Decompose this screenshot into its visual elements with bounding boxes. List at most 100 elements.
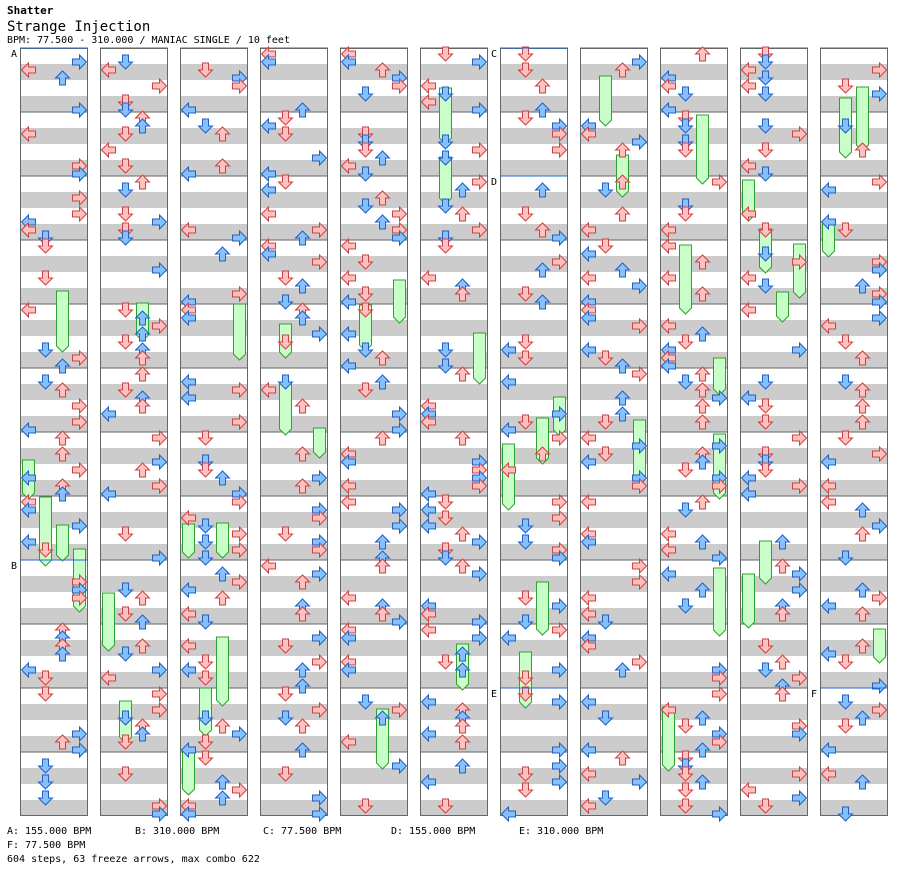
- beat-stripe: [20, 432, 88, 448]
- step-arrow-up: [294, 230, 311, 246]
- step-arrow-down: [597, 414, 614, 430]
- beat-stripe: [820, 64, 888, 80]
- beat-stripe: [580, 240, 648, 256]
- beat-stripe: [660, 80, 728, 96]
- step-arrow-up: [374, 214, 391, 230]
- chart-column: [500, 46, 568, 823]
- beat-stripe: [500, 448, 568, 464]
- beat-stripe: [20, 256, 88, 272]
- beat-stripe: [580, 512, 648, 528]
- step-arrow-up: [294, 446, 311, 462]
- step-arrow-right: [872, 517, 888, 535]
- beat-stripe: [500, 80, 568, 96]
- step-arrow-down: [37, 542, 54, 558]
- step-arrow-down: [597, 790, 614, 806]
- step-arrow-down: [437, 198, 454, 214]
- beat-stripe: [180, 688, 248, 704]
- beat-stripe: [20, 64, 88, 80]
- beat-stripe: [340, 432, 408, 448]
- step-arrow-right: [872, 445, 888, 463]
- beat-stripe: [340, 384, 408, 400]
- beat-stripe: [340, 656, 408, 672]
- step-arrow-up: [774, 606, 791, 622]
- beat-stripe: [660, 352, 728, 368]
- step-arrow-down: [357, 302, 374, 318]
- beat-stripe: [20, 592, 88, 608]
- step-arrow-right: [72, 589, 88, 607]
- beat-stripe: [420, 336, 488, 352]
- step-arrow-up: [854, 582, 871, 598]
- step-arrow-down: [277, 766, 294, 782]
- beat-stripe: [340, 576, 408, 592]
- beat-stripe: [100, 128, 168, 144]
- step-arrow-right: [552, 429, 568, 447]
- beat-stripe: [100, 640, 168, 656]
- step-arrow-right: [72, 725, 88, 743]
- beat-stripe: [580, 176, 648, 192]
- step-arrow-right: [312, 253, 328, 271]
- beat-stripe: [660, 336, 728, 352]
- step-arrow-right: [152, 77, 168, 95]
- beat-stripe: [260, 352, 328, 368]
- beat-stripe: [100, 192, 168, 208]
- step-arrow-up: [694, 254, 711, 270]
- beat-stripe: [180, 448, 248, 464]
- step-arrow-left: [180, 389, 196, 407]
- step-arrow-left: [20, 661, 36, 679]
- beat-stripe: [740, 528, 808, 544]
- step-arrow-down: [117, 126, 134, 142]
- step-arrow-right: [872, 701, 888, 719]
- beat-stripe: [660, 176, 728, 192]
- section-marker-c: C: [491, 49, 497, 60]
- beat-stripe: [500, 320, 568, 336]
- step-arrow-right: [312, 469, 328, 487]
- step-arrow-down: [517, 206, 534, 222]
- step-arrow-down: [437, 550, 454, 566]
- step-arrow-down: [757, 86, 774, 102]
- step-arrow-up: [614, 406, 631, 422]
- step-arrow-right: [632, 365, 648, 383]
- beat-stripe: [260, 560, 328, 576]
- step-arrow-down: [677, 118, 694, 134]
- step-arrow-up: [694, 534, 711, 550]
- freeze-arrow: [759, 540, 772, 585]
- beat-stripe: [20, 464, 88, 480]
- step-arrow-up: [694, 494, 711, 510]
- beat-stripe: [740, 720, 808, 736]
- step-arrow-right: [312, 565, 328, 583]
- beat-stripe: [180, 64, 248, 80]
- step-arrow-down: [437, 494, 454, 510]
- step-arrow-right: [152, 429, 168, 447]
- step-arrow-left: [500, 805, 516, 823]
- step-arrow-right: [792, 669, 808, 687]
- beat-stripe: [660, 704, 728, 720]
- beat-stripe: [500, 480, 568, 496]
- step-arrow-up: [614, 662, 631, 678]
- beat-stripe: [420, 192, 488, 208]
- beat-stripe: [820, 128, 888, 144]
- beat-stripe: [420, 624, 488, 640]
- freeze-arrow: [233, 303, 246, 361]
- beat-stripe: [100, 784, 168, 800]
- beat-stripe: [660, 320, 728, 336]
- step-arrow-down: [757, 222, 774, 238]
- step-arrow-left: [180, 661, 196, 679]
- beat-stripe: [740, 304, 808, 320]
- step-arrow-left: [580, 453, 596, 471]
- beat-stripe: [100, 608, 168, 624]
- beat-stripe: [740, 512, 808, 528]
- beat-stripe: [420, 528, 488, 544]
- beat-stripe: [180, 112, 248, 128]
- step-arrow-up: [694, 582, 711, 598]
- step-arrow-left: [420, 725, 436, 743]
- beat-stripe: [180, 800, 248, 816]
- beat-stripe: [820, 608, 888, 624]
- step-arrow-down: [197, 462, 214, 478]
- step-arrow-right: [232, 573, 248, 591]
- beat-stripe: [500, 288, 568, 304]
- beat-stripe: [260, 400, 328, 416]
- step-arrow-left: [20, 501, 36, 519]
- beat-stripe: [820, 96, 888, 112]
- step-arrow-down: [757, 662, 774, 678]
